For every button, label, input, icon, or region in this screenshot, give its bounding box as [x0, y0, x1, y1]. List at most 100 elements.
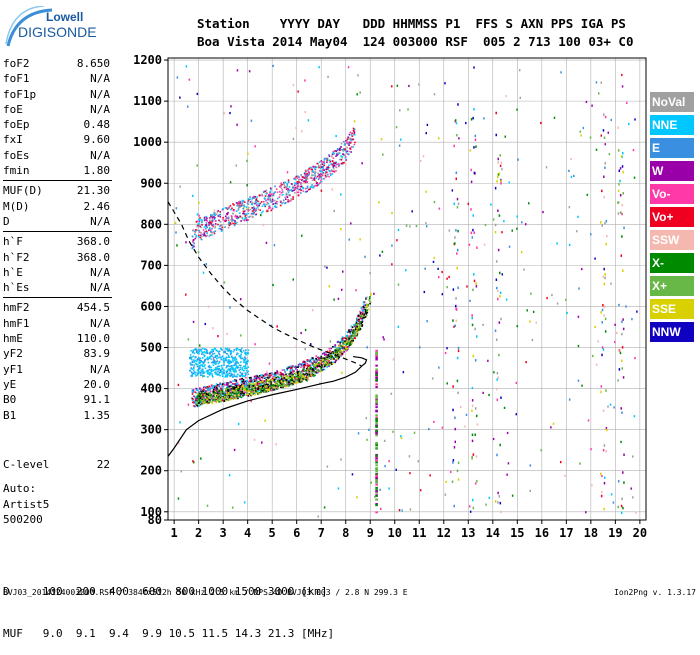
o-trace-point	[203, 388, 206, 391]
x-trace-point	[251, 387, 254, 390]
streak-point	[454, 242, 456, 245]
o-trace-point	[281, 369, 284, 371]
upper-trace-point	[243, 201, 246, 203]
x-trace-point	[331, 358, 334, 361]
o-trace-point	[254, 378, 256, 380]
x-trace-point	[292, 382, 294, 384]
o-trace-point	[340, 338, 343, 340]
streak-point	[603, 507, 605, 511]
x-trace-point	[324, 357, 327, 360]
o-trace-point	[212, 393, 215, 395]
x-trace-point	[305, 367, 308, 370]
noise-point	[380, 507, 382, 510]
spread-point	[190, 371, 193, 374]
o-trace-point	[281, 372, 284, 375]
noise-point	[365, 417, 368, 420]
upper-trace-point	[283, 181, 286, 184]
spread-point	[245, 369, 248, 372]
x-trace-point	[360, 323, 362, 326]
x-trace-point	[245, 392, 248, 394]
upper-trace-point	[234, 222, 236, 225]
x-trace-point	[370, 294, 372, 296]
upper-trace-point	[199, 217, 201, 219]
param-row: yE 20.0	[3, 377, 168, 392]
x-tick-label: 13	[461, 526, 475, 540]
o-trace-point	[311, 362, 314, 365]
upper-trace-point	[294, 182, 296, 184]
o-trace-point	[202, 393, 204, 396]
upper-trace-point	[335, 161, 338, 164]
x-trace-point	[212, 391, 215, 394]
noise-point	[467, 202, 470, 205]
upper-trace-point	[280, 182, 282, 185]
upper-trace-point	[219, 213, 222, 216]
noise-point	[545, 166, 548, 169]
param-value: 368.0	[76, 250, 110, 264]
spread-point	[247, 359, 249, 362]
upper-trace-point	[258, 194, 261, 197]
o-trace-point	[226, 399, 228, 401]
x-trace-point	[299, 375, 302, 377]
o-trace-point	[285, 373, 287, 376]
x-trace-point	[221, 389, 223, 392]
o-trace-point	[298, 363, 301, 365]
noise-point	[556, 242, 558, 245]
x-trace-point	[345, 347, 347, 350]
x-tick-label: 6	[293, 526, 300, 540]
x-trace-point	[213, 394, 215, 397]
x-trace-point	[274, 387, 276, 390]
streak-point	[456, 356, 459, 360]
upper-trace-point	[208, 221, 210, 224]
legend-item: Vo-	[650, 184, 694, 204]
x-trace-point	[295, 372, 297, 375]
noise-point	[213, 209, 216, 212]
x-trace-point	[339, 351, 341, 353]
upper-trace-point	[298, 181, 300, 183]
x-trace-point	[302, 374, 304, 377]
noise-point	[487, 359, 489, 362]
o-trace-point	[228, 385, 231, 388]
o-trace-point	[319, 359, 321, 362]
x-trace-point	[305, 370, 307, 372]
noise-point	[409, 225, 411, 228]
o-trace-point	[211, 396, 214, 399]
x-trace-point	[198, 395, 201, 398]
noise-point	[392, 358, 395, 361]
o-trace-point	[230, 384, 233, 387]
o-trace-point	[345, 334, 348, 337]
spread-point	[245, 373, 247, 375]
upper-trace-point	[321, 174, 324, 177]
vertical-echo-point	[375, 368, 378, 371]
spread-point	[229, 360, 231, 362]
o-trace-point	[274, 378, 276, 380]
upper-trace-point	[315, 166, 318, 168]
plot-frame	[167, 57, 647, 521]
upper-trace-point	[297, 191, 299, 194]
noise-point	[551, 293, 553, 297]
o-trace-point	[252, 381, 254, 384]
x-trace-point	[287, 376, 289, 378]
noise-point	[621, 85, 624, 88]
x-trace-point	[307, 376, 309, 378]
o-trace-point	[326, 350, 329, 353]
streak-point	[497, 248, 500, 252]
x-trace-point	[328, 362, 330, 365]
streak-point	[623, 481, 625, 484]
streak-point	[471, 314, 473, 317]
x-trace-point	[232, 395, 234, 398]
x-trace-point	[202, 399, 204, 402]
o-trace-point	[231, 391, 234, 394]
o-trace-point	[325, 365, 328, 367]
upper-trace-point	[322, 161, 325, 164]
noise-point	[268, 362, 271, 365]
x-trace-point	[220, 400, 222, 403]
x-trace-point	[280, 385, 282, 387]
upper-trace-point	[333, 164, 336, 167]
o-trace-point	[267, 384, 270, 387]
o-trace-point	[246, 379, 248, 382]
x-trace-point	[326, 361, 328, 363]
spread-point	[230, 374, 232, 376]
o-trace-point	[217, 385, 220, 387]
legend-item: SSE	[650, 299, 694, 319]
o-trace-point	[272, 373, 274, 376]
